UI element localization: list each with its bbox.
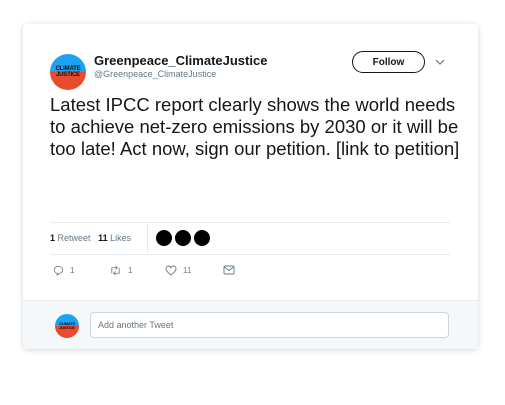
- tweet-card: CLIMATE JUSTICE Greenpeace_ClimateJustic…: [23, 24, 478, 349]
- like-count: 11: [183, 266, 192, 275]
- reply-input[interactable]: Add another Tweet: [90, 312, 449, 338]
- follow-button[interactable]: Follow: [352, 51, 425, 73]
- author-name[interactable]: Greenpeace_ClimateJustice: [94, 53, 268, 68]
- author-handle[interactable]: @Greenpeace_ClimateJustice: [94, 69, 217, 79]
- liker-avatar[interactable]: [175, 230, 191, 246]
- retweet-count: 1: [128, 266, 133, 275]
- envelope-icon: [223, 265, 235, 275]
- liker-avatar[interactable]: [156, 230, 172, 246]
- divider: [50, 254, 450, 255]
- tweet-stats: 1 Retweet 11 Likes: [50, 233, 131, 243]
- like-action[interactable]: 11: [165, 265, 191, 276]
- likes-count[interactable]: 11: [98, 233, 108, 243]
- divider: [50, 222, 450, 223]
- liker-avatar[interactable]: [194, 230, 210, 246]
- stats-separator: [147, 223, 148, 253]
- retweet-action[interactable]: 1: [109, 265, 132, 276]
- reply-icon: [53, 265, 64, 276]
- direct-message-action[interactable]: [223, 265, 235, 275]
- liker-avatars[interactable]: [156, 230, 210, 246]
- reply-action[interactable]: 1: [53, 265, 74, 276]
- author-avatar[interactable]: CLIMATE JUSTICE: [50, 54, 86, 90]
- avatar-logo-text: CLIMATE JUSTICE: [55, 66, 81, 78]
- current-user-avatar: CLIMATE JUSTICE: [55, 314, 79, 338]
- avatar-logo-text: CLIMATE JUSTICE: [58, 321, 76, 330]
- heart-icon: [165, 265, 177, 276]
- retweets-label[interactable]: Retweet: [57, 233, 91, 243]
- chevron-down-icon[interactable]: [435, 58, 445, 66]
- reply-count: 1: [70, 266, 75, 275]
- retweets-count[interactable]: 1: [50, 233, 56, 243]
- reply-placeholder: Add another Tweet: [98, 320, 174, 330]
- likes-label[interactable]: Likes: [110, 233, 132, 243]
- tweet-text: Latest IPCC report clearly shows the wor…: [50, 94, 460, 159]
- retweet-icon: [111, 265, 120, 276]
